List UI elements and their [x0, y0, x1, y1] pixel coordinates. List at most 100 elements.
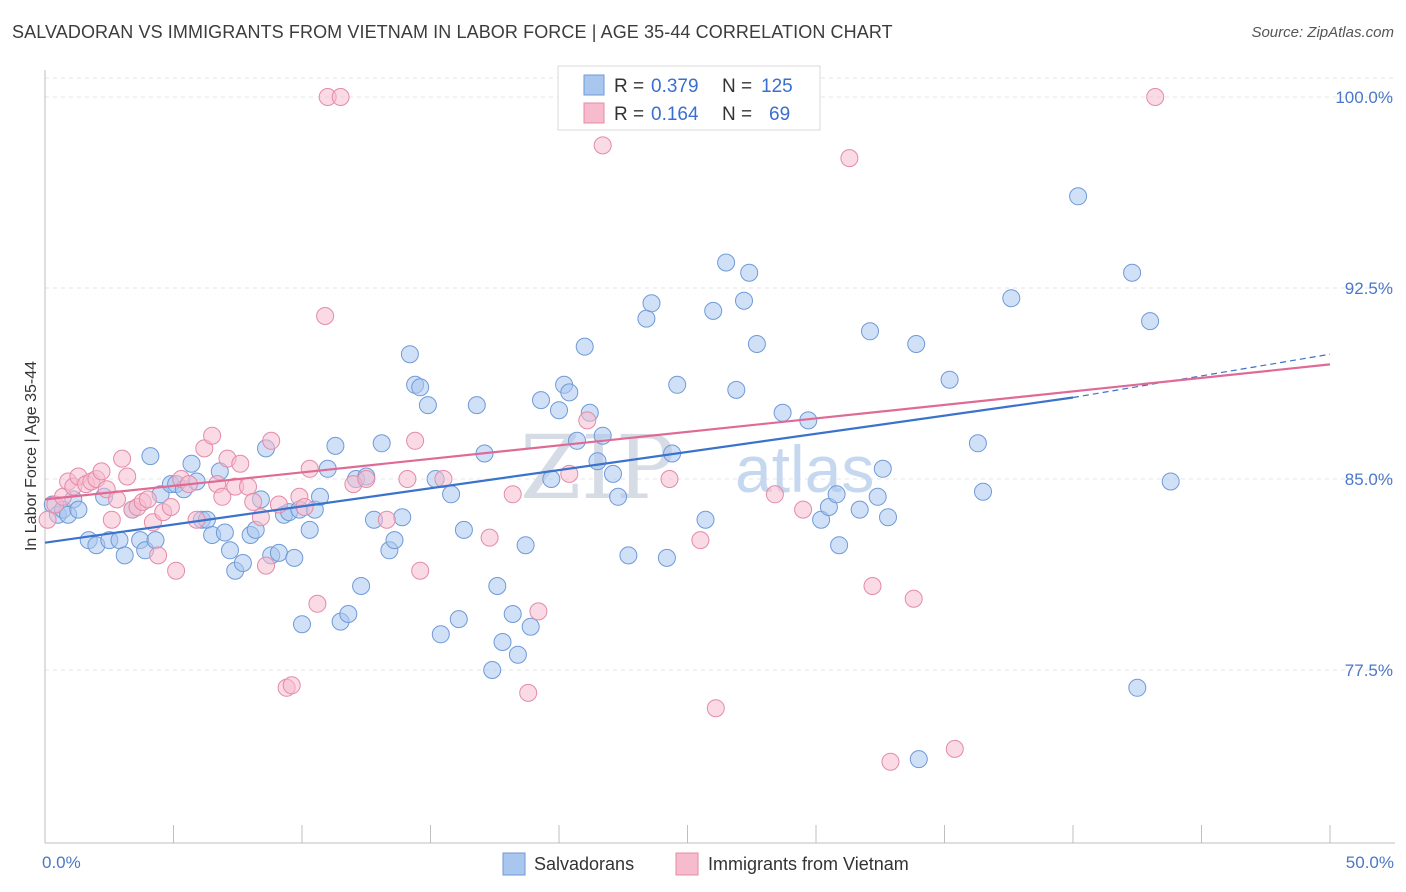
salvadoran-point-48 — [339, 605, 358, 623]
top-legend: R = 0.379 N = 125 R = 0.164 N = 69 — [557, 65, 821, 131]
vietnam-point-45 — [316, 307, 335, 325]
chart-title: SALVADORAN VS IMMIGRANTS FROM VIETNAM IN… — [12, 22, 893, 42]
vietnam-point-17 — [138, 490, 157, 509]
salvadoran-point-27 — [215, 523, 234, 542]
bottom-legend-label-vietnam: Immigrants from Vietnam — [708, 854, 909, 874]
salvadoran-point-95 — [717, 253, 736, 272]
trend-lines — [44, 353, 1331, 544]
salvadoran-point-36 — [269, 543, 288, 562]
vietnam-point-37 — [262, 431, 281, 450]
bottom-legend: Salvadorans Immigrants from Vietnam — [502, 852, 909, 876]
bottom-legend-swatch-salvadorans — [502, 852, 526, 876]
vietnam-points — [38, 88, 1165, 771]
salvadoran-point-80 — [568, 431, 586, 450]
vietnam-point-40 — [282, 676, 301, 695]
salvadoran-point-75 — [532, 391, 550, 410]
salvadoran-point-39 — [285, 548, 304, 567]
legend-n-value-1: 125 — [761, 76, 793, 97]
salvadoran-point-105 — [830, 536, 849, 555]
salvadoran-point-87 — [619, 546, 638, 565]
salvadoran-point-28 — [221, 541, 239, 560]
salvadoran-point-110 — [879, 508, 897, 527]
salvadoran-point-16 — [146, 531, 165, 550]
salvadoran-point-99 — [747, 335, 766, 353]
vietnam-point-72 — [945, 739, 964, 758]
salvadoran-point-100 — [773, 403, 792, 422]
salvadoran-point-97 — [735, 291, 753, 310]
vietnam-point-19 — [149, 546, 168, 565]
salvadoran-point-81 — [575, 337, 594, 356]
vietnam-point-65 — [706, 699, 725, 718]
salvadoran-point-62 — [431, 625, 450, 644]
vietnam-point-49 — [357, 470, 376, 488]
axes — [44, 70, 1395, 844]
vietnam-point-34 — [244, 492, 263, 511]
legend-r-label-1: R = — [614, 76, 644, 97]
vietnam-point-55 — [480, 528, 499, 547]
salvadoran-point-42 — [300, 520, 319, 539]
salvadoran-point-109 — [873, 459, 892, 478]
y-axis-label: In Labor Force | Age 35-44 — [23, 361, 40, 551]
legend-r-value-1: 0.379 — [651, 76, 699, 97]
chart-source: Source: ZipAtlas.com — [1251, 24, 1394, 41]
salvadoran-point-56 — [393, 508, 412, 527]
vietnam-point-50 — [377, 510, 396, 529]
vietnam-point-52 — [406, 431, 425, 450]
x-axis-min-label: 0.0% — [42, 853, 81, 872]
salvadoran-point-116 — [1002, 289, 1021, 308]
vietnam-point-29 — [213, 487, 232, 506]
salvadoran-point-108 — [868, 487, 887, 506]
vietnam-point-12 — [113, 449, 132, 468]
salvadoran-point-83 — [588, 452, 607, 471]
vietnam-point-56 — [503, 485, 522, 504]
salvadoran-point-50 — [352, 577, 371, 595]
vietnam-point-13 — [118, 467, 137, 486]
salvadorans-trend-line — [44, 396, 1074, 544]
vietnam-point-69 — [863, 577, 882, 595]
salvadoran-point-115 — [974, 482, 992, 501]
vietnam-point-33 — [239, 477, 257, 496]
salvadoran-point-63 — [442, 485, 461, 504]
salvadoran-point-119 — [1128, 678, 1147, 697]
y-tick-label-3: 77.5% — [1345, 661, 1393, 680]
salvadoran-point-55 — [385, 531, 404, 550]
vietnam-point-36 — [257, 556, 275, 575]
salvadoran-point-41 — [293, 615, 311, 634]
salvadoran-point-72 — [508, 645, 527, 664]
y-tick-label-0: 100.0% — [1335, 88, 1393, 107]
salvadoran-point-98 — [740, 263, 759, 282]
vietnam-point-63 — [660, 470, 679, 488]
salvadoran-point-64 — [449, 610, 468, 629]
salvadoran-point-117 — [1069, 187, 1088, 206]
vietnam-point-51 — [398, 470, 417, 488]
salvadoran-point-65 — [454, 520, 473, 539]
salvadoran-point-89 — [642, 294, 661, 313]
vietnam-point-64 — [691, 531, 710, 550]
salvadoran-point-77 — [550, 401, 568, 420]
salvadoran-point-96 — [727, 380, 746, 399]
salvadoran-point-104 — [827, 485, 846, 504]
vietnam-point-21 — [161, 498, 180, 516]
vietnam-point-43 — [300, 459, 319, 478]
salvadoran-point-59 — [411, 378, 430, 397]
vietnam-point-27 — [203, 426, 222, 445]
salvadoran-point-11 — [115, 546, 134, 565]
salvadoran-point-10 — [110, 531, 129, 550]
salvadoran-point-85 — [604, 464, 622, 483]
x-axis-max-label: 50.0% — [1346, 853, 1394, 872]
salvadoran-point-71 — [503, 605, 522, 623]
y-tick-labels: 100.0% 92.5% 85.0% 77.5% — [1335, 88, 1393, 680]
salvadoran-point-90 — [657, 548, 676, 567]
vietnam-point-70 — [881, 752, 900, 771]
vietnam-point-44 — [308, 594, 327, 613]
vietnam-point-74 — [38, 510, 57, 529]
salvadorans-trend-extension — [1072, 353, 1331, 399]
vietnam-point-10 — [102, 510, 121, 529]
y-tick-label-1: 92.5% — [1345, 279, 1393, 298]
legend-n-value-2: 69 — [769, 104, 790, 125]
salvadoran-point-53 — [372, 434, 391, 453]
salvadoran-point-5 — [69, 500, 88, 519]
legend-r-value-2: 0.164 — [651, 104, 699, 125]
vietnam-point-8 — [92, 462, 111, 481]
